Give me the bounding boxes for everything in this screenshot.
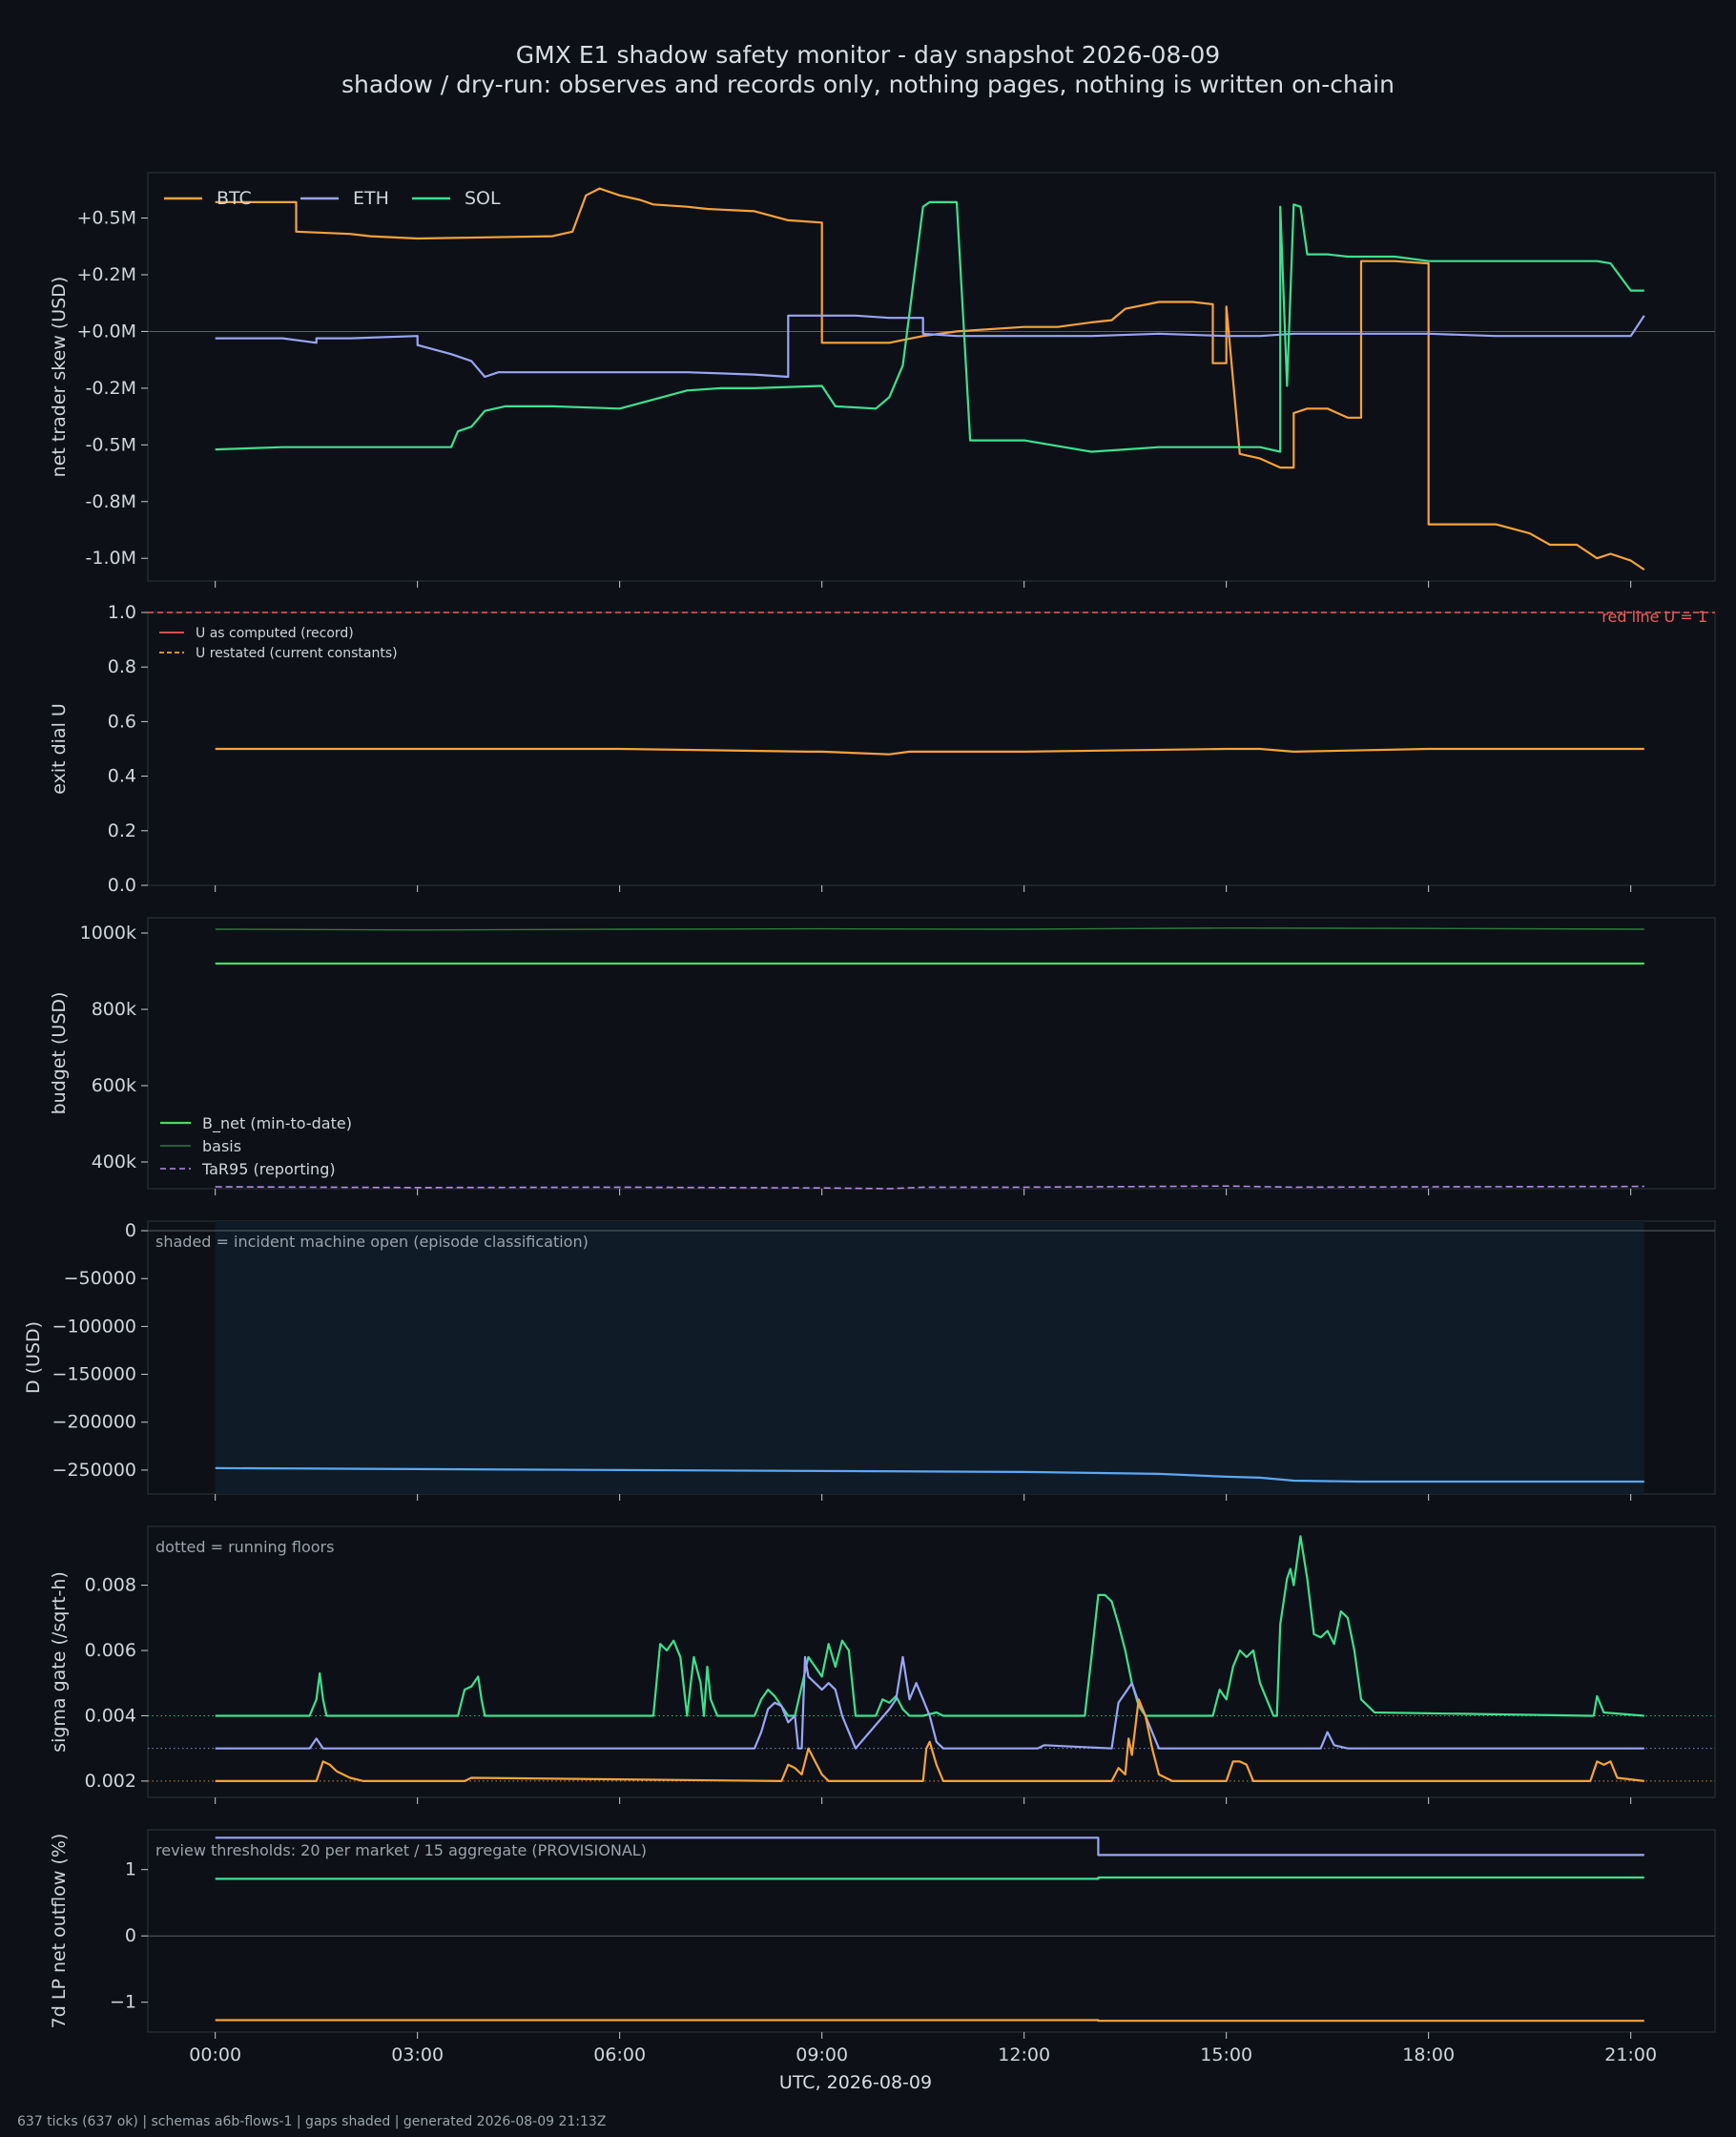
y-tick-label: 600k bbox=[92, 1075, 136, 1096]
y-axis-label: D (USD) bbox=[23, 1321, 44, 1394]
x-tick-label: 18:00 bbox=[1402, 2044, 1455, 2065]
series-line-d bbox=[215, 1466, 1644, 1483]
y-tick-label: +0.0M bbox=[76, 321, 136, 342]
panel-frame bbox=[147, 1525, 1716, 1798]
chart-subtitle: shadow / dry-run: observes and records o… bbox=[341, 71, 1395, 98]
panel-budget: 1000k 800k 600k 400k budget (USD) B_net (min-… bbox=[49, 917, 1716, 1195]
y-tick-label: +0.5M bbox=[76, 208, 136, 229]
y-tick-label: 0.8 bbox=[108, 656, 136, 677]
x-tick-label: 00:00 bbox=[189, 2044, 241, 2065]
series-line-btc bbox=[215, 187, 1645, 571]
y-tick-label: 0.006 bbox=[85, 1640, 136, 1661]
y-tick-label: 0.2 bbox=[108, 820, 136, 841]
red-line-label: red line U = 1 bbox=[1602, 608, 1707, 626]
panel-frame bbox=[147, 172, 1716, 582]
y-tick-label: 1.0 bbox=[108, 602, 136, 623]
x-tick-label: 12:00 bbox=[998, 2044, 1050, 2065]
y-tick-label: −50000 bbox=[64, 1268, 136, 1289]
series-line-basis bbox=[215, 927, 1644, 931]
legend-label: U as computed (record) bbox=[196, 626, 354, 641]
y-tick-label: +0.2M bbox=[76, 264, 136, 285]
y-tick-label: -1.0M bbox=[86, 548, 136, 569]
y-tick-label: 0.004 bbox=[85, 1705, 136, 1726]
series-line-eth bbox=[215, 1836, 1644, 1857]
y-axis-label: sigma gate (/sqrt-h) bbox=[49, 1571, 70, 1753]
panel-exit_dial: red line U = 1 1.0 0.8 0.6 0.4 0.2 0.0 exit dia… bbox=[49, 602, 1716, 896]
series-line-btc bbox=[215, 1698, 1644, 1783]
legend-label: basis bbox=[202, 1137, 241, 1155]
x-tick-label: 21:00 bbox=[1604, 2044, 1657, 2065]
y-tick-label: 0 bbox=[125, 1220, 136, 1241]
y-tick-label: −150000 bbox=[52, 1364, 136, 1385]
y-tick-label: −200000 bbox=[52, 1412, 136, 1433]
y-tick-label: −1 bbox=[110, 1992, 136, 2013]
series-line-eth bbox=[215, 1655, 1644, 1750]
series-line-u-as-computed-record- bbox=[215, 747, 1644, 756]
y-tick-label: -0.8M bbox=[86, 491, 136, 512]
x-tick-label: 06:00 bbox=[593, 2044, 646, 2065]
legend-label: TaR95 (reporting) bbox=[201, 1160, 336, 1178]
panel-d_usd: 0 −50000 −100000 −150000 −200000 −250000 D (US… bbox=[23, 1220, 1716, 1501]
y-tick-label: -0.2M bbox=[86, 378, 136, 399]
series-line-btc bbox=[215, 2019, 1644, 2023]
y-tick-label: 0.002 bbox=[85, 1771, 136, 1792]
legend-label: ETH bbox=[353, 188, 389, 209]
x-tick-label: 15:00 bbox=[1200, 2044, 1252, 2065]
series-line-eth bbox=[215, 314, 1645, 379]
x-tick-label: 03:00 bbox=[391, 2044, 444, 2065]
incident-shade bbox=[215, 1221, 1644, 1494]
y-axis-label: 7d LP net outflow (%) bbox=[49, 1834, 70, 2029]
y-tick-label: −250000 bbox=[52, 1460, 136, 1481]
y-tick-label: 1 bbox=[125, 1859, 136, 1880]
y-tick-label: 800k bbox=[92, 999, 136, 1020]
y-tick-label: 0.4 bbox=[108, 766, 136, 787]
y-tick-label: 0.008 bbox=[85, 1575, 136, 1596]
y-tick-label: 400k bbox=[92, 1151, 136, 1172]
legend-label: BTC bbox=[217, 188, 252, 209]
y-axis-label: net trader skew (USD) bbox=[49, 277, 70, 478]
y-tick-label: 0.0 bbox=[108, 875, 136, 896]
y-tick-label: 0.6 bbox=[108, 711, 136, 732]
panel-sigma: 0.008 0.006 0.004 0.002 sigma gate (/sqrt-h)… bbox=[49, 1525, 1716, 1804]
legend-label: B_net (min-to-date) bbox=[202, 1114, 352, 1133]
y-axis-label: exit dial U bbox=[49, 703, 70, 795]
chart-title: GMX E1 shadow safety monitor - day snaps… bbox=[516, 41, 1220, 69]
y-tick-label: 1000k bbox=[80, 923, 136, 944]
panel-note: shaded = incident machine open (episode … bbox=[155, 1233, 589, 1251]
y-tick-label: −100000 bbox=[52, 1316, 136, 1337]
panels: +0.5M +0.2M +0.0M -0.2M -0.5M -0.8M -1.0M net t… bbox=[23, 172, 1716, 2065]
panel-frame bbox=[147, 917, 1716, 1190]
x-axis-label: UTC, 2026-08-09 bbox=[779, 2072, 932, 2093]
panel-lp_outflow: 1 0 −1 7d LP net outflow (%) review threshol… bbox=[49, 1829, 1716, 2065]
series-line-sol bbox=[215, 200, 1644, 453]
y-tick-label: 0 bbox=[125, 1925, 136, 1946]
x-tick-label: 09:00 bbox=[796, 2044, 848, 2065]
y-axis-label: budget (USD) bbox=[49, 992, 70, 1115]
panel-note: review thresholds: 20 per market / 15 ag… bbox=[155, 1841, 647, 1859]
footer-status: 637 ticks (637 ok) | schemas a6b-flows-1… bbox=[17, 2114, 606, 2129]
y-tick-label: -0.5M bbox=[86, 434, 136, 455]
legend-label: SOL bbox=[465, 188, 501, 209]
panel-note: dotted = running floors bbox=[155, 1538, 334, 1556]
series-line-tar95-reporting- bbox=[215, 1185, 1644, 1190]
panel-skew: +0.5M +0.2M +0.0M -0.2M -0.5M -0.8M -1.0M net t… bbox=[49, 172, 1716, 588]
panel-frame bbox=[147, 1829, 1716, 2033]
legend-label: U restated (current constants) bbox=[196, 646, 398, 661]
